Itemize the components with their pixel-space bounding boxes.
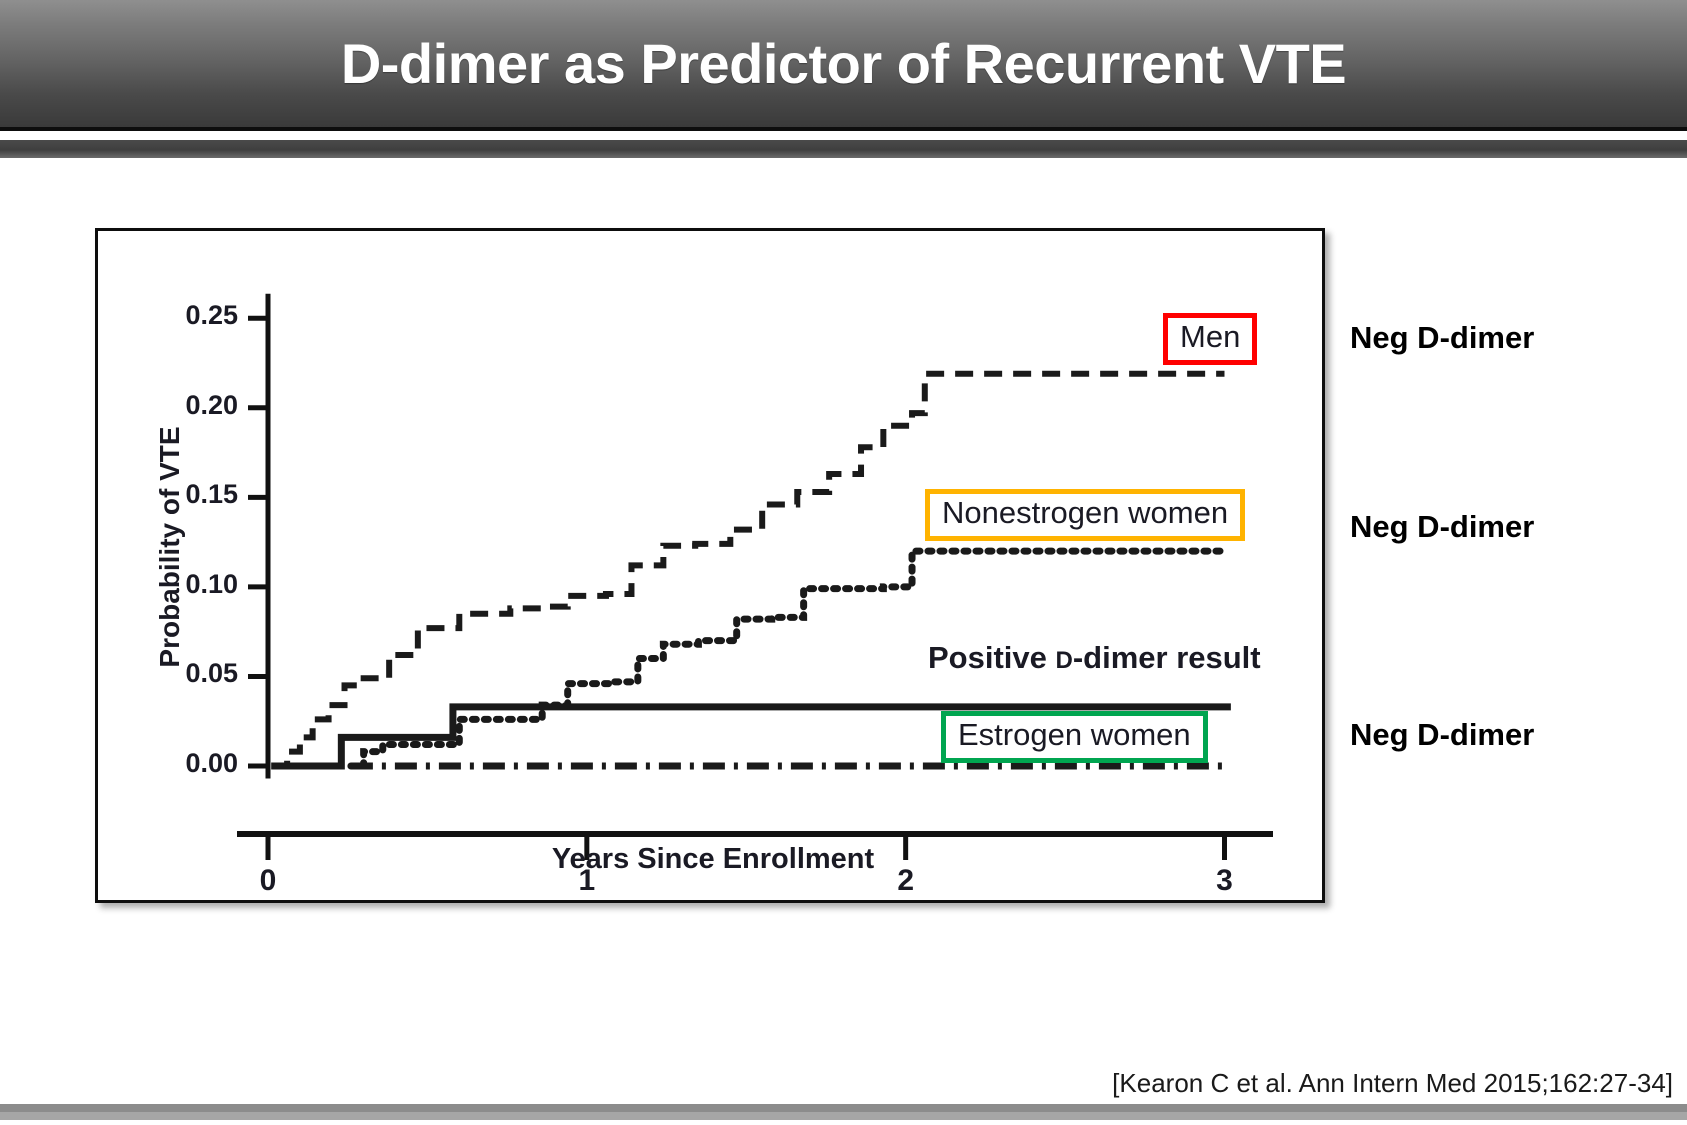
- y-tick-label: 0.00: [185, 748, 238, 778]
- curve-men: [274, 370, 1225, 769]
- y-tick-label: 0.10: [185, 568, 238, 599]
- footer-bar-inner: [0, 1112, 1687, 1120]
- title-underbar: [0, 140, 1687, 158]
- y-axis-title: Probability of VTE: [154, 426, 185, 668]
- y-tick-label: 0.05: [185, 658, 238, 689]
- kaplan-meier-plot: [237, 293, 1273, 860]
- y-tick-label: 0.15: [185, 479, 238, 510]
- positive-prefix: Positive: [928, 640, 1056, 675]
- plot-area: 0.00 0.05 0.10 0.15 0.20 0.25 0 1 2 3 Probabilit…: [98, 231, 1322, 900]
- x-tick-label: 3: [1216, 864, 1233, 897]
- positive-suffix: -dimer result: [1072, 640, 1261, 675]
- callout-nonestrogen-women: Nonestrogen women: [925, 489, 1246, 541]
- curve-positive-d-dimer-result: [271, 703, 1231, 770]
- x-tick-label: 1: [578, 864, 596, 897]
- curve-nonestrogen-women: [347, 547, 1228, 770]
- label-positive-d-dimer-result: Positive D-dimer result: [928, 640, 1261, 676]
- slide-title-banner: D-dimer as Predictor of Recurrent VTE: [0, 0, 1687, 131]
- positive-smallcap-d: D: [1055, 647, 1073, 674]
- y-tick-label: 0.20: [185, 389, 238, 420]
- x-axis-title: Years Since Enrollment: [551, 843, 875, 875]
- neg-d-dimer-label-men: Neg D-dimer: [1350, 320, 1535, 355]
- x-tick-label: 0: [259, 864, 277, 897]
- chart-container: 0.00 0.05 0.10 0.15 0.20 0.25 0 1 2 3 Probabilit…: [95, 228, 1325, 903]
- neg-d-dimer-label-nonestrogen: Neg D-dimer: [1350, 509, 1535, 544]
- callout-estrogen-women: Estrogen women: [941, 711, 1208, 763]
- y-tick-label: 0.25: [185, 300, 238, 331]
- callout-men: Men: [1163, 313, 1258, 365]
- neg-d-dimer-label-estrogen: Neg D-dimer: [1350, 717, 1535, 752]
- page-title: D-dimer as Predictor of Recurrent VTE: [340, 31, 1347, 95]
- citation: [Kearon C et al. Ann Intern Med 2015;162…: [1112, 1068, 1673, 1098]
- x-tick-label: 2: [897, 864, 914, 897]
